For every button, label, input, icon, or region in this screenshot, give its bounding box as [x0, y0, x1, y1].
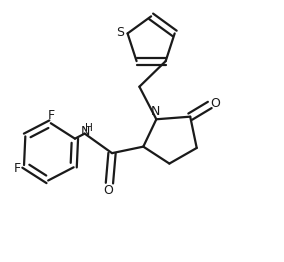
Text: O: O [210, 97, 220, 110]
Text: N: N [150, 106, 160, 118]
Text: F: F [14, 162, 21, 175]
Text: N: N [81, 125, 90, 138]
Text: H: H [85, 123, 93, 133]
Text: S: S [116, 26, 124, 39]
Text: F: F [48, 109, 55, 122]
Text: O: O [103, 184, 113, 198]
